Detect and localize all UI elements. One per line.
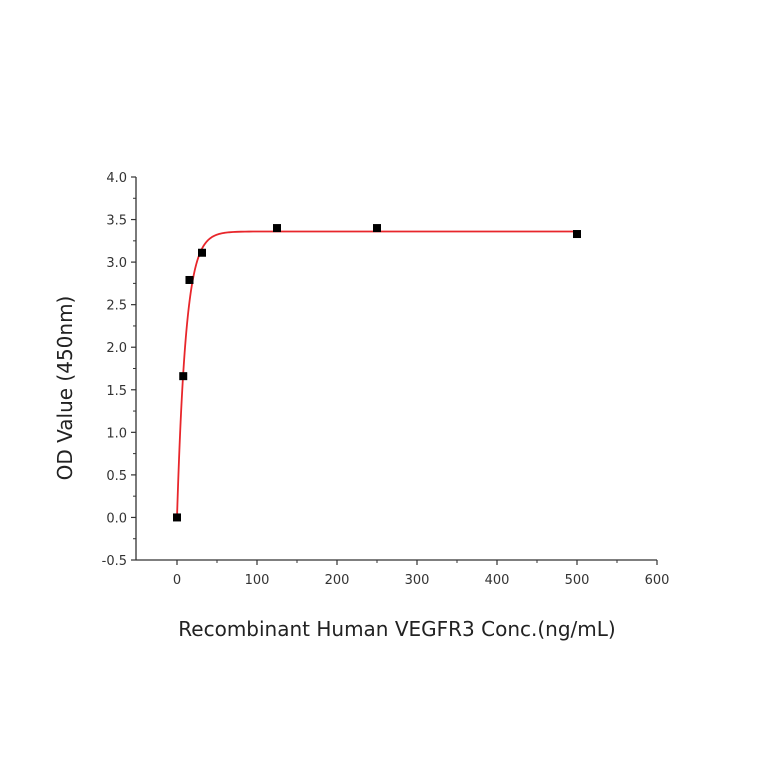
y-axis-title: OD Value (450nm) — [53, 296, 77, 481]
x-tick-label: 500 — [565, 573, 590, 588]
x-axis-title: Recombinant Human VEGFR3 Conc.(ng/mL) — [178, 617, 615, 641]
y-tick-label: 0.0 — [106, 511, 127, 526]
data-point — [573, 230, 581, 239]
y-tick-label: -0.5 — [102, 554, 127, 569]
y-tick-label: 3.5 — [106, 214, 127, 229]
fit-curve-path — [176, 230, 577, 518]
x-tick-label: 600 — [645, 573, 670, 588]
x-tick-label: 0 — [173, 573, 181, 588]
x-tick-label: 400 — [485, 573, 510, 588]
y-tick-label: 0.5 — [106, 469, 127, 484]
x-tick-label: 200 — [325, 573, 350, 588]
y-tick-label: 2.5 — [106, 299, 127, 314]
y-tick-label: 1.0 — [106, 426, 127, 441]
y-tick-label: 3.0 — [106, 256, 127, 271]
y-tick-label: 2.0 — [106, 341, 127, 356]
data-point — [179, 372, 188, 381]
data-point — [373, 224, 381, 233]
x-tick-label: 100 — [245, 573, 270, 588]
y-tick-label: 4.0 — [106, 171, 127, 186]
fit-curve — [176, 230, 577, 518]
data-point — [198, 248, 206, 257]
data-points — [173, 224, 581, 522]
data-point — [185, 275, 194, 284]
data-point — [273, 224, 281, 233]
data-point — [173, 513, 181, 522]
x-tick-label: 300 — [405, 573, 430, 588]
axes: -0.5 0.0 0.5 1.0 1.5 2.0 2.5 3.0 3.5 4.0 0 100 200 30… — [102, 171, 670, 588]
y-tick-label: 1.5 — [106, 384, 127, 399]
